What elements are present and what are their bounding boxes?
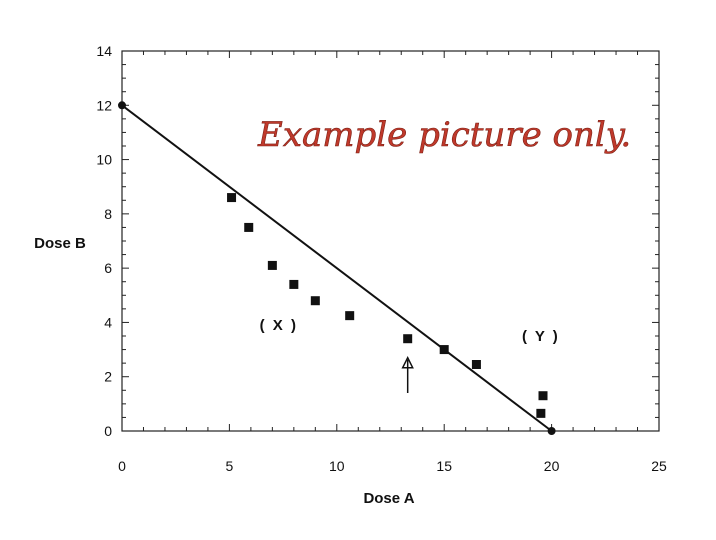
x-tick-label: 15 — [436, 458, 452, 474]
isobole-line — [118, 101, 556, 435]
isobole-segment — [121, 104, 553, 432]
plot-border — [121, 50, 660, 432]
y-axis-ticks: 0 2 4 6 8 10 12 14 — [96, 43, 112, 439]
y-tick-label: 8 — [104, 206, 112, 222]
y-tick-label: 2 — [104, 369, 112, 385]
data-point — [536, 408, 546, 418]
plot-frame — [121, 50, 660, 432]
region-label: ( X ) — [260, 317, 298, 334]
y-tick-label: 6 — [104, 260, 112, 276]
data-point — [267, 260, 277, 270]
y-axis-title: Dose B — [34, 235, 86, 252]
data-point — [289, 279, 299, 289]
y-tick-label: 0 — [104, 423, 112, 439]
data-point — [439, 345, 449, 355]
y-tick-label: 4 — [104, 314, 112, 330]
data-point — [227, 193, 237, 203]
x-tick-label: 0 — [118, 458, 126, 474]
x-tick-label: 25 — [651, 458, 667, 474]
y-tick-label: 14 — [96, 43, 112, 59]
data-point — [244, 222, 254, 232]
data-point — [403, 334, 413, 344]
x-axis-ticks: 0 5 10 15 20 25 — [118, 458, 667, 474]
x-axis-title: Dose A — [363, 490, 414, 507]
data-points — [227, 193, 548, 418]
arrow-head — [401, 356, 414, 369]
y-tick-label: 10 — [96, 152, 112, 168]
data-point — [345, 311, 355, 321]
data-point — [471, 360, 481, 369]
y-tick-label: 12 — [96, 97, 112, 113]
x-tick-label: 10 — [329, 458, 345, 474]
watermark-text: Example picture only. — [257, 115, 631, 155]
region-label: ( Y ) — [522, 328, 560, 345]
data-point — [310, 296, 320, 306]
line-endpoint-start — [118, 101, 126, 110]
annotations: ( X ) ( Y ) — [260, 317, 560, 393]
x-tick-label: 5 — [226, 458, 234, 474]
x-tick-label: 20 — [544, 458, 560, 474]
data-point — [538, 391, 548, 401]
line-endpoint-end — [547, 427, 556, 435]
